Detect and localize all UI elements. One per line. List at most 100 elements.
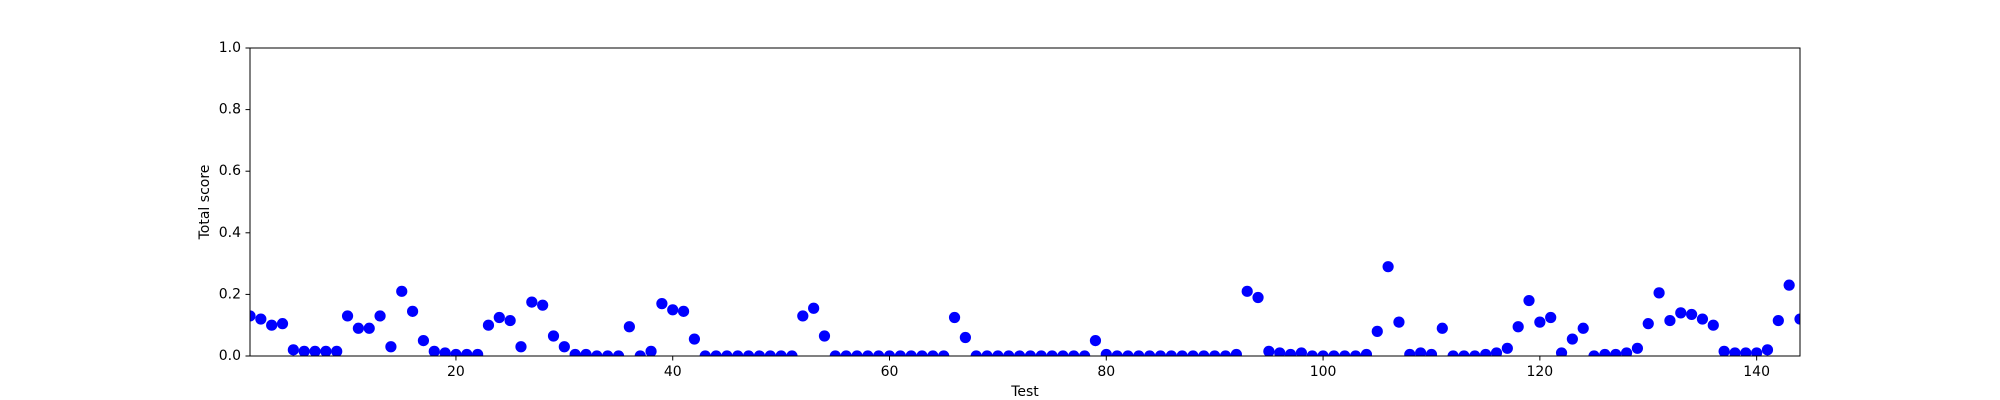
point bbox=[547, 330, 560, 342]
point bbox=[1631, 342, 1644, 354]
point bbox=[1686, 308, 1698, 321]
point bbox=[1154, 350, 1167, 356]
point bbox=[1035, 350, 1047, 356]
point bbox=[1382, 261, 1394, 273]
point bbox=[1133, 350, 1145, 356]
point bbox=[1599, 348, 1611, 356]
x-tick-label: 80 bbox=[1097, 364, 1115, 380]
point bbox=[916, 350, 928, 356]
point bbox=[1512, 321, 1524, 333]
point bbox=[1751, 347, 1763, 356]
point bbox=[1555, 347, 1568, 356]
y-tick-label: 0.2 bbox=[219, 286, 241, 302]
point bbox=[851, 350, 863, 356]
point bbox=[808, 302, 820, 314]
point bbox=[688, 333, 701, 345]
point bbox=[276, 318, 289, 330]
point bbox=[743, 350, 755, 356]
point bbox=[1458, 350, 1470, 356]
point bbox=[1675, 307, 1687, 319]
point bbox=[1740, 347, 1752, 356]
point bbox=[970, 350, 982, 356]
point bbox=[482, 319, 495, 331]
point bbox=[1664, 314, 1676, 327]
point bbox=[250, 310, 256, 322]
point bbox=[1490, 347, 1503, 356]
point bbox=[472, 348, 484, 356]
point bbox=[417, 335, 430, 347]
point bbox=[1729, 347, 1741, 356]
y-axis-label: Total score bbox=[197, 165, 213, 241]
point bbox=[1360, 348, 1373, 356]
point bbox=[450, 348, 462, 356]
point bbox=[1469, 350, 1481, 356]
point bbox=[1079, 350, 1091, 356]
point bbox=[1696, 313, 1709, 325]
y-tick-label: 0.8 bbox=[219, 102, 241, 118]
point bbox=[1187, 350, 1199, 356]
point bbox=[1761, 344, 1774, 356]
point bbox=[959, 331, 971, 344]
point bbox=[732, 350, 744, 356]
point bbox=[1144, 350, 1156, 356]
point bbox=[797, 310, 809, 322]
y-tick-label: 0.6 bbox=[219, 163, 241, 179]
point bbox=[1393, 316, 1405, 328]
point bbox=[667, 304, 679, 316]
y-tick-label: 0.0 bbox=[219, 348, 241, 364]
point bbox=[645, 345, 657, 356]
point bbox=[1306, 350, 1318, 356]
point bbox=[320, 345, 332, 356]
point bbox=[1328, 350, 1340, 356]
point bbox=[1295, 347, 1307, 356]
point bbox=[558, 341, 570, 353]
point bbox=[1241, 285, 1253, 297]
point bbox=[612, 350, 625, 356]
point bbox=[406, 305, 419, 317]
point bbox=[1642, 318, 1654, 330]
point bbox=[1772, 314, 1784, 327]
point bbox=[1588, 350, 1600, 356]
plot-area bbox=[250, 261, 1800, 356]
point bbox=[439, 347, 451, 356]
point bbox=[1794, 313, 1800, 325]
point bbox=[1068, 350, 1080, 356]
point bbox=[1198, 350, 1210, 356]
point bbox=[1718, 345, 1730, 356]
point bbox=[862, 350, 874, 356]
point bbox=[341, 310, 354, 322]
point bbox=[1209, 350, 1221, 356]
point bbox=[1371, 325, 1383, 337]
x-tick-label: 100 bbox=[1310, 364, 1337, 380]
point bbox=[515, 341, 527, 353]
point bbox=[677, 305, 690, 317]
x-tick-label: 120 bbox=[1526, 364, 1553, 380]
point bbox=[1523, 294, 1535, 307]
point bbox=[580, 348, 592, 356]
point bbox=[818, 330, 831, 342]
point bbox=[829, 350, 841, 356]
point bbox=[905, 350, 917, 356]
point bbox=[1447, 350, 1459, 356]
point bbox=[374, 310, 386, 322]
point bbox=[1122, 350, 1134, 356]
point bbox=[1317, 350, 1329, 356]
point bbox=[1577, 322, 1589, 334]
point bbox=[992, 350, 1004, 356]
point bbox=[1436, 322, 1448, 334]
point bbox=[981, 350, 993, 356]
axes-frame bbox=[249, 47, 1801, 357]
x-tick-label: 60 bbox=[881, 364, 899, 380]
point bbox=[721, 350, 733, 356]
point bbox=[1013, 350, 1026, 356]
point bbox=[1176, 350, 1188, 356]
point bbox=[1707, 319, 1719, 331]
point bbox=[287, 344, 299, 356]
point bbox=[927, 350, 939, 356]
point bbox=[1404, 348, 1416, 356]
point bbox=[1089, 335, 1102, 347]
x-tick-label: 20 bbox=[447, 364, 465, 380]
point bbox=[1100, 348, 1112, 356]
point bbox=[1230, 348, 1242, 356]
